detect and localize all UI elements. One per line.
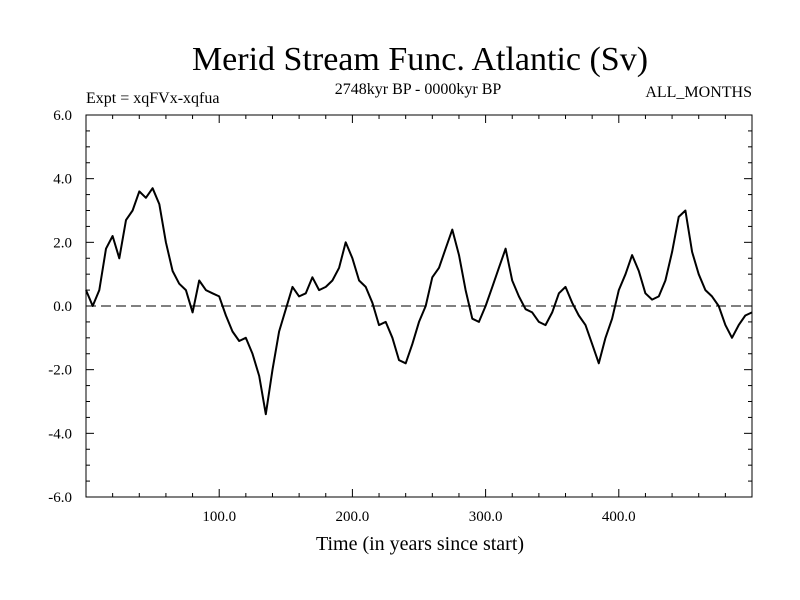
y-tick-label: 6.0 (53, 108, 72, 124)
y-tick-label: 0.0 (53, 299, 72, 315)
x-tick-label: 300.0 (469, 509, 503, 525)
y-tick-label: -2.0 (48, 363, 72, 379)
x-axis-ticks: 100.0 200.0 300.0 400.0 (112, 115, 726, 525)
y-axis-ticks: 6.0 4.0 2.0 0.0 -2.0 -4.0 -6.0 (48, 108, 752, 506)
chart-title: Merid Stream Func. Atlantic (Sv) (192, 41, 648, 78)
x-axis-label: Time (in years since start) (316, 533, 524, 555)
x-tick-label: 100.0 (202, 509, 236, 525)
y-tick-label: -4.0 (48, 426, 72, 442)
x-tick-label: 400.0 (602, 509, 636, 525)
chart-subtitle-center: 2748kyr BP - 0000kyr BP (335, 81, 502, 98)
y-tick-label: -6.0 (48, 490, 72, 506)
y-tick-label: 4.0 (53, 172, 72, 188)
chart-subtitle-left: Expt = xqFVx-xqfua (86, 90, 219, 107)
series-line (85, 187, 753, 416)
y-tick-label: 2.0 (53, 235, 72, 251)
chart-subtitle-right: ALL_MONTHS (645, 84, 752, 101)
x-tick-label: 200.0 (336, 509, 370, 525)
plot-frame (85, 114, 753, 498)
